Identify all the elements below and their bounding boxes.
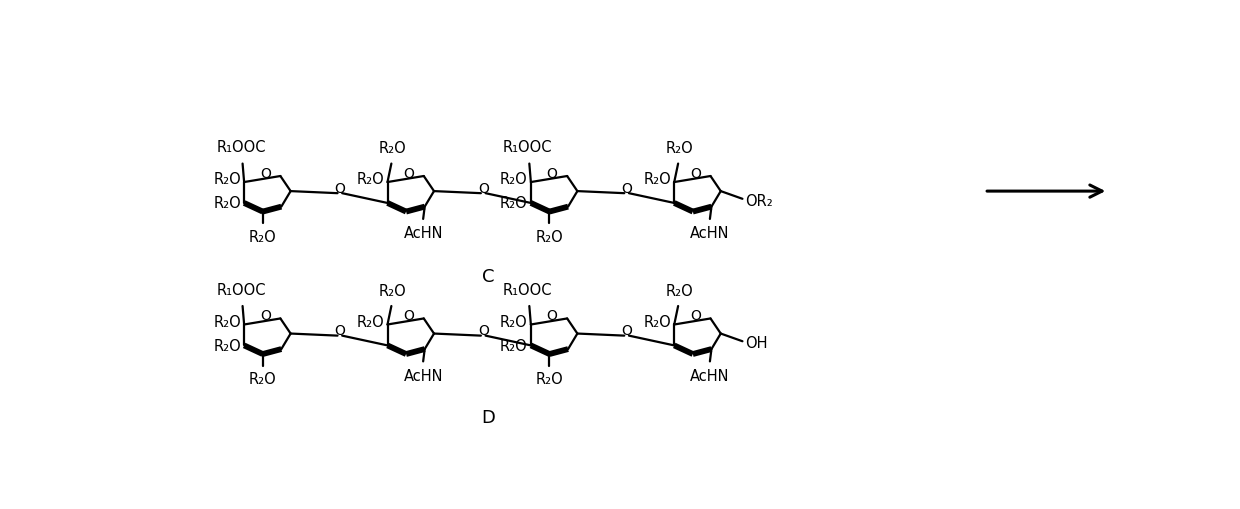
Text: R₂O: R₂O bbox=[500, 196, 528, 211]
Text: R₂O: R₂O bbox=[213, 172, 241, 187]
Text: R₂O: R₂O bbox=[536, 229, 563, 244]
Text: AcHN: AcHN bbox=[691, 225, 729, 241]
Text: OR₂: OR₂ bbox=[745, 193, 774, 208]
Text: AcHN: AcHN bbox=[691, 368, 729, 383]
Text: R₁OOC: R₁OOC bbox=[503, 282, 553, 297]
Text: O: O bbox=[335, 181, 345, 195]
Text: O: O bbox=[547, 309, 558, 323]
Text: R₂O: R₂O bbox=[249, 371, 277, 386]
Text: R₂O: R₂O bbox=[357, 172, 384, 187]
Text: R₂O: R₂O bbox=[249, 229, 277, 244]
Text: O: O bbox=[477, 324, 489, 337]
Text: D: D bbox=[481, 408, 495, 426]
Text: R₂O: R₂O bbox=[536, 371, 563, 386]
Text: O: O bbox=[260, 166, 270, 181]
Text: AcHN: AcHN bbox=[403, 225, 443, 241]
Text: AcHN: AcHN bbox=[403, 368, 443, 383]
Text: R₂O: R₂O bbox=[500, 172, 528, 187]
Text: O: O bbox=[689, 309, 701, 323]
Text: O: O bbox=[403, 166, 414, 181]
Text: O: O bbox=[689, 166, 701, 181]
Text: R₂O: R₂O bbox=[666, 283, 693, 298]
Text: R₁OOC: R₁OOC bbox=[216, 282, 265, 297]
Text: O: O bbox=[260, 309, 270, 323]
Text: R₂O: R₂O bbox=[213, 196, 241, 211]
Text: O: O bbox=[477, 181, 489, 195]
Text: O: O bbox=[403, 309, 414, 323]
Text: R₂O: R₂O bbox=[500, 338, 528, 353]
Text: R₂O: R₂O bbox=[213, 338, 241, 353]
Text: R₁OOC: R₁OOC bbox=[216, 140, 265, 155]
Text: OH: OH bbox=[745, 335, 768, 351]
Text: R₂O: R₂O bbox=[379, 141, 407, 156]
Text: C: C bbox=[482, 267, 495, 285]
Text: R₂O: R₂O bbox=[644, 172, 671, 187]
Text: R₂O: R₂O bbox=[500, 314, 528, 329]
Text: O: O bbox=[335, 324, 345, 337]
Text: R₂O: R₂O bbox=[644, 314, 671, 329]
Text: R₂O: R₂O bbox=[213, 314, 241, 329]
Text: R₂O: R₂O bbox=[379, 283, 407, 298]
Text: R₁OOC: R₁OOC bbox=[503, 140, 553, 155]
Text: O: O bbox=[547, 166, 558, 181]
Text: O: O bbox=[621, 181, 632, 195]
Text: R₂O: R₂O bbox=[666, 141, 693, 156]
Text: O: O bbox=[621, 324, 632, 337]
Text: R₂O: R₂O bbox=[357, 314, 384, 329]
